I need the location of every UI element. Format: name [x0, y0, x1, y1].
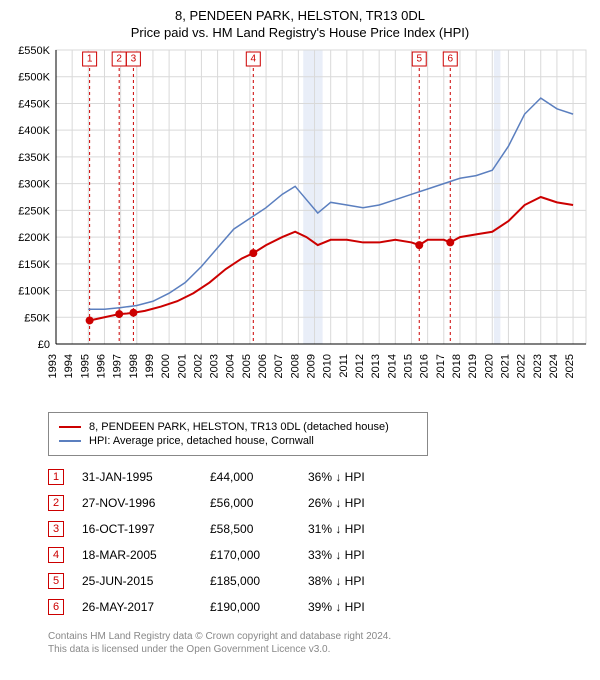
price-chart: £0 £50K £100K £150K £200K £250K £300K £350K £400… — [8, 44, 592, 404]
svg-text:2017: 2017 — [435, 354, 447, 378]
svg-text:2: 2 — [116, 54, 122, 65]
transaction-row: 5 25-JUN-2015 £185,000 38% ↓ HPI — [48, 568, 592, 594]
chart-title-subtitle: Price paid vs. HM Land Registry's House … — [8, 25, 592, 40]
svg-text:2014: 2014 — [386, 354, 398, 378]
transaction-marker: 1 — [48, 469, 64, 485]
svg-text:1994: 1994 — [63, 354, 75, 378]
svg-text:2005: 2005 — [241, 354, 253, 378]
transaction-delta: 38% ↓ HPI — [308, 574, 408, 588]
transaction-delta: 39% ↓ HPI — [308, 600, 408, 614]
transaction-date: 18-MAR-2005 — [82, 548, 192, 562]
transactions-table: 1 31-JAN-1995 £44,000 36% ↓ HPI 2 27-NOV-1996… — [48, 464, 592, 620]
svg-text:2022: 2022 — [516, 354, 528, 378]
svg-text:2004: 2004 — [225, 354, 237, 378]
svg-text:£0: £0 — [38, 339, 50, 351]
svg-text:2012: 2012 — [354, 354, 366, 378]
svg-text:2015: 2015 — [402, 354, 414, 378]
transaction-row: 3 16-OCT-1997 £58,500 31% ↓ HPI — [48, 516, 592, 542]
transaction-date: 31-JAN-1995 — [82, 470, 192, 484]
svg-text:£100K: £100K — [18, 286, 50, 298]
svg-text:6: 6 — [447, 54, 453, 65]
svg-text:£50K: £50K — [24, 312, 50, 324]
svg-text:£200K: £200K — [18, 232, 50, 244]
transaction-price: £185,000 — [210, 574, 290, 588]
footer-line: Contains HM Land Registry data © Crown c… — [48, 630, 592, 643]
svg-text:£500K: £500K — [18, 72, 50, 84]
chart-title-address: 8, PENDEEN PARK, HELSTON, TR13 0DL — [8, 8, 592, 23]
svg-text:4: 4 — [251, 54, 257, 65]
transaction-price: £58,500 — [210, 522, 290, 536]
chart-svg: £0 £50K £100K £150K £200K £250K £300K £350K £400… — [8, 44, 592, 404]
svg-text:1: 1 — [87, 54, 93, 65]
svg-text:2021: 2021 — [499, 354, 511, 378]
transaction-marker: 6 — [48, 599, 64, 615]
svg-text:2018: 2018 — [451, 354, 463, 378]
svg-text:2006: 2006 — [257, 354, 269, 378]
svg-text:2008: 2008 — [289, 354, 301, 378]
legend-item: 8, PENDEEN PARK, HELSTON, TR13 0DL (deta… — [59, 421, 417, 433]
transaction-marker: 3 — [48, 521, 64, 537]
transaction-delta: 33% ↓ HPI — [308, 548, 408, 562]
transaction-date: 27-NOV-1996 — [82, 496, 192, 510]
svg-text:2000: 2000 — [160, 354, 172, 378]
chart-title-block: 8, PENDEEN PARK, HELSTON, TR13 0DL Price… — [8, 8, 592, 40]
transaction-row: 2 27-NOV-1996 £56,000 26% ↓ HPI — [48, 490, 592, 516]
legend-label: HPI: Average price, detached house, Corn… — [89, 435, 314, 447]
transaction-row: 4 18-MAR-2005 £170,000 33% ↓ HPI — [48, 542, 592, 568]
transaction-price: £44,000 — [210, 470, 290, 484]
footer-line: This data is licensed under the Open Gov… — [48, 643, 592, 656]
svg-text:2016: 2016 — [419, 354, 431, 378]
transaction-marker: 5 — [48, 573, 64, 589]
transaction-marker: 4 — [48, 547, 64, 563]
transaction-delta: 36% ↓ HPI — [308, 470, 408, 484]
transaction-delta: 31% ↓ HPI — [308, 522, 408, 536]
svg-text:2020: 2020 — [483, 354, 495, 378]
legend-label: 8, PENDEEN PARK, HELSTON, TR13 0DL (deta… — [89, 421, 389, 433]
svg-text:2024: 2024 — [548, 354, 560, 378]
transaction-marker: 2 — [48, 495, 64, 511]
svg-text:£550K: £550K — [18, 45, 50, 57]
svg-text:£400K: £400K — [18, 125, 50, 137]
svg-text:2002: 2002 — [192, 354, 204, 378]
svg-text:2001: 2001 — [176, 354, 188, 378]
svg-text:2009: 2009 — [306, 354, 318, 378]
svg-text:1993: 1993 — [47, 354, 59, 378]
svg-text:2025: 2025 — [564, 354, 576, 378]
svg-text:2023: 2023 — [532, 354, 544, 378]
svg-text:£350K: £350K — [18, 152, 50, 164]
svg-text:2010: 2010 — [322, 354, 334, 378]
svg-text:3: 3 — [131, 54, 137, 65]
transaction-date: 26-MAY-2017 — [82, 600, 192, 614]
transaction-date: 25-JUN-2015 — [82, 574, 192, 588]
legend-swatch — [59, 426, 81, 428]
transaction-price: £170,000 — [210, 548, 290, 562]
svg-text:1998: 1998 — [128, 354, 140, 378]
transaction-price: £56,000 — [210, 496, 290, 510]
legend-swatch — [59, 440, 81, 442]
svg-text:1997: 1997 — [112, 354, 124, 378]
svg-text:2019: 2019 — [467, 354, 479, 378]
svg-text:2003: 2003 — [209, 354, 221, 378]
svg-text:2007: 2007 — [273, 354, 285, 378]
transaction-row: 1 31-JAN-1995 £44,000 36% ↓ HPI — [48, 464, 592, 490]
svg-text:1996: 1996 — [95, 354, 107, 378]
svg-text:2011: 2011 — [338, 354, 350, 378]
transaction-price: £190,000 — [210, 600, 290, 614]
svg-text:2013: 2013 — [370, 354, 382, 378]
legend-item: HPI: Average price, detached house, Corn… — [59, 435, 417, 447]
transaction-row: 6 26-MAY-2017 £190,000 39% ↓ HPI — [48, 594, 592, 620]
svg-text:5: 5 — [416, 54, 422, 65]
footer-attribution: Contains HM Land Registry data © Crown c… — [48, 630, 592, 656]
svg-text:1999: 1999 — [144, 354, 156, 378]
svg-text:£250K: £250K — [18, 205, 50, 217]
legend: 8, PENDEEN PARK, HELSTON, TR13 0DL (deta… — [48, 412, 428, 456]
svg-text:£150K: £150K — [18, 259, 50, 271]
svg-text:£300K: £300K — [18, 179, 50, 191]
svg-text:1995: 1995 — [79, 354, 91, 378]
transaction-delta: 26% ↓ HPI — [308, 496, 408, 510]
transaction-date: 16-OCT-1997 — [82, 522, 192, 536]
svg-text:£450K: £450K — [18, 98, 50, 110]
